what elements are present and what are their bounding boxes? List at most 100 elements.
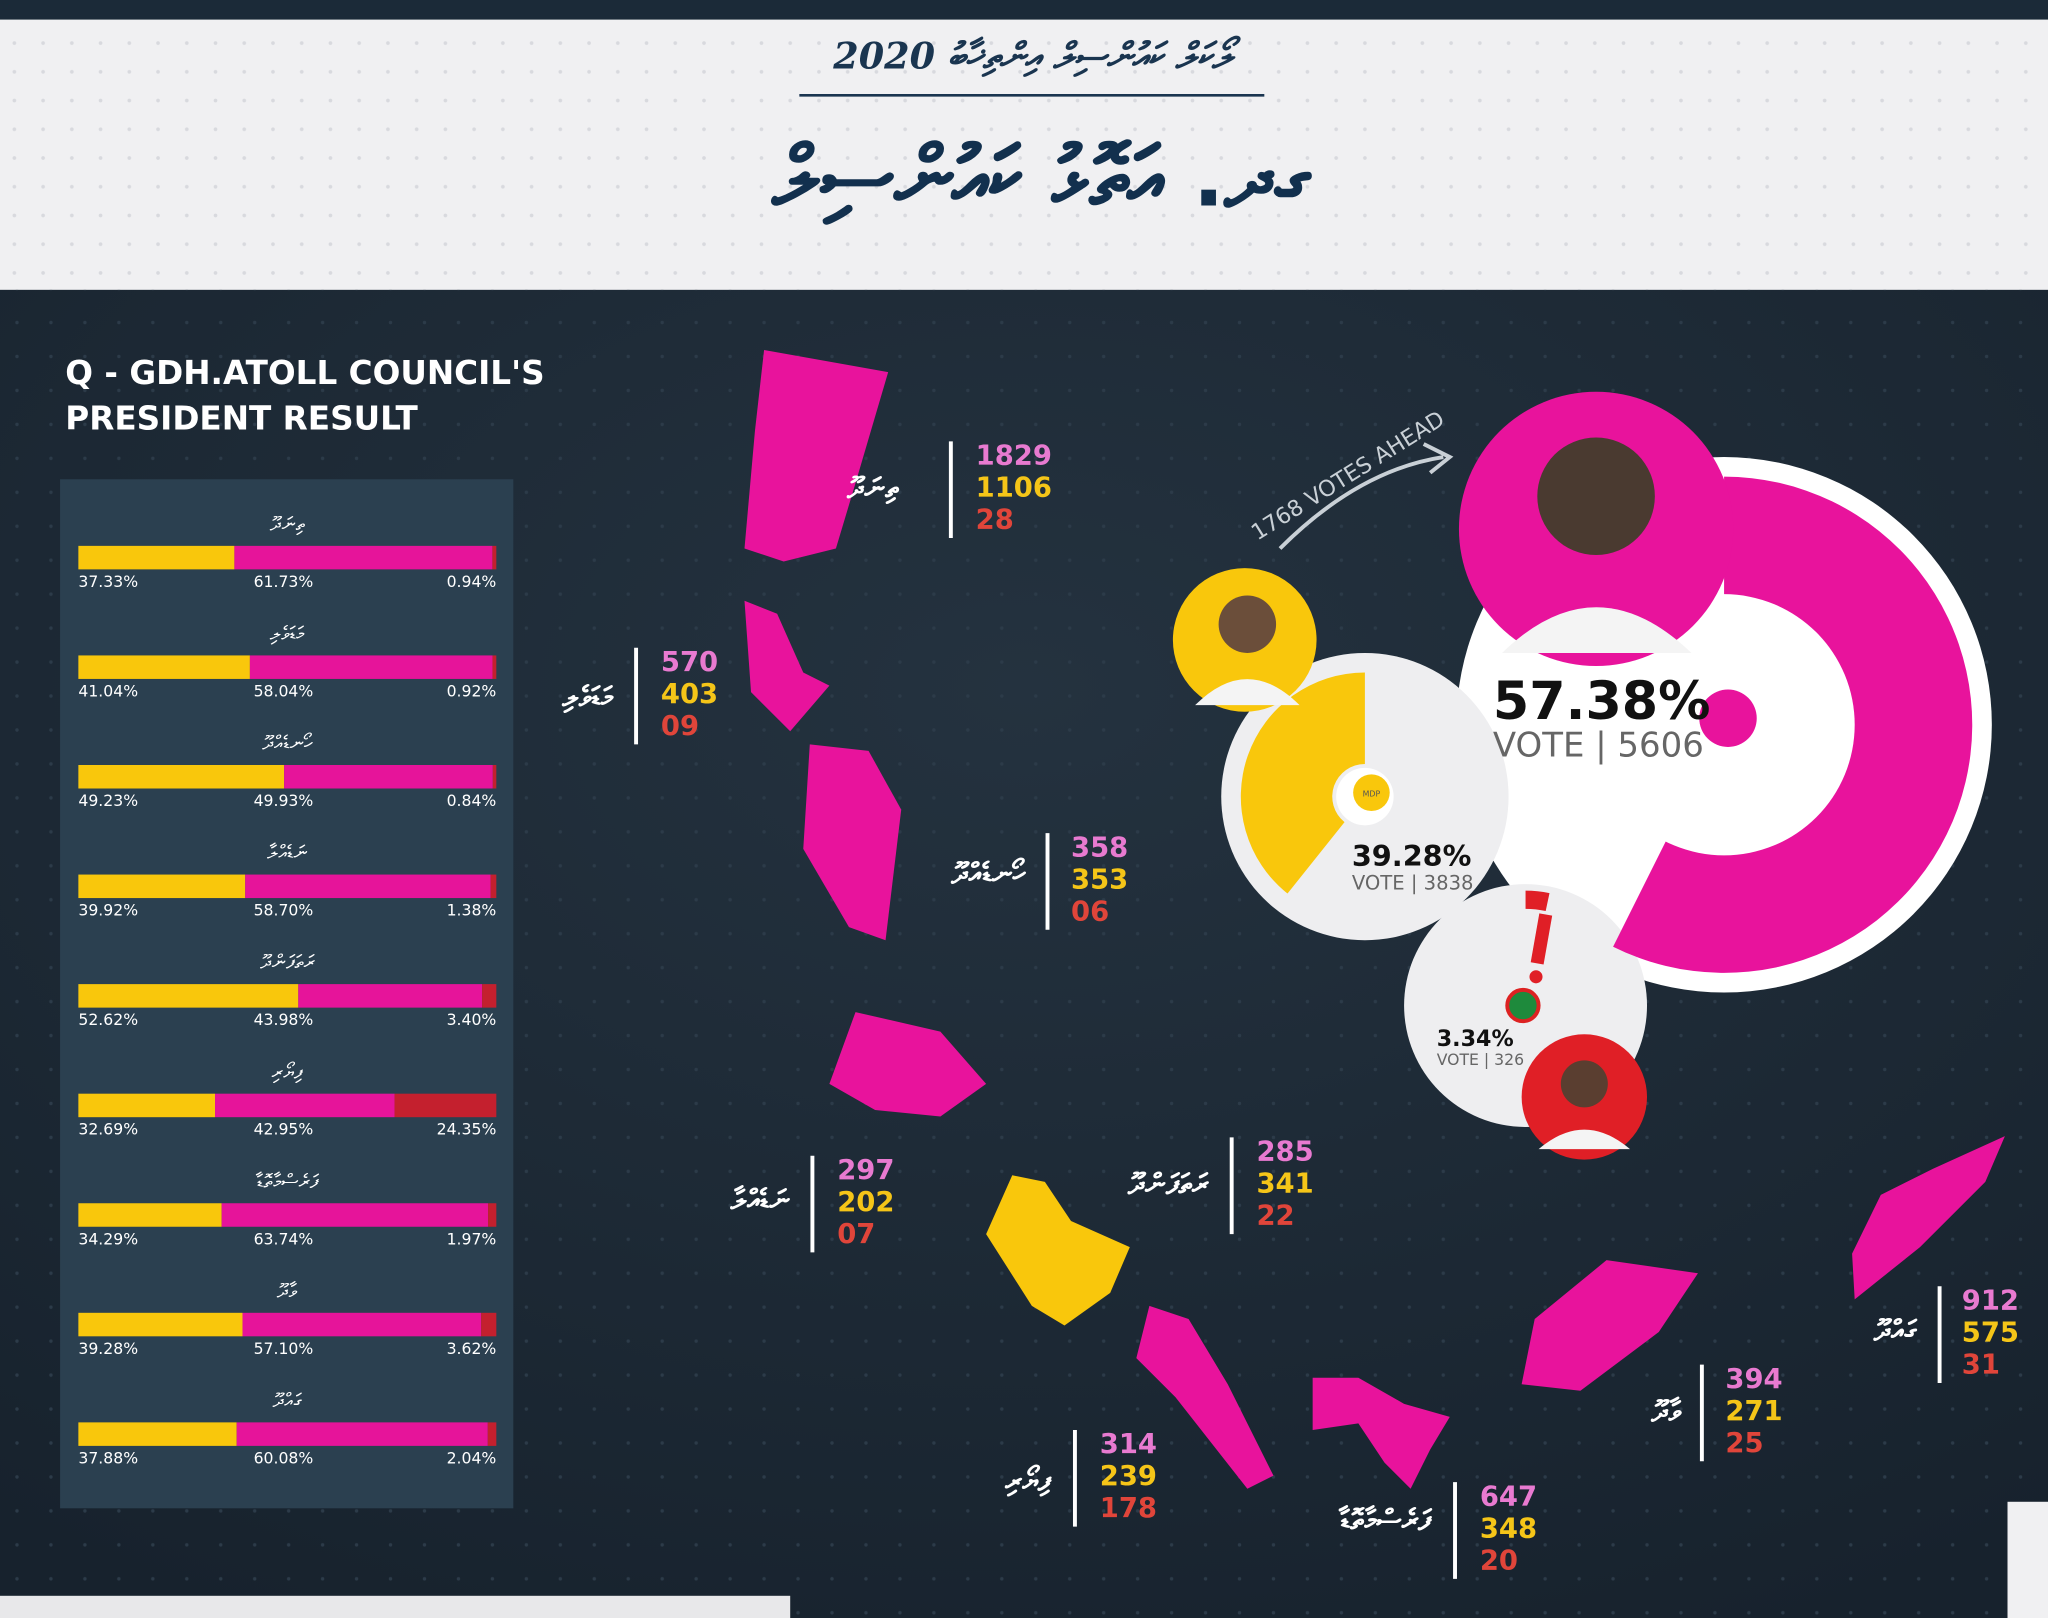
- share-label: 63.74%: [254, 1229, 314, 1248]
- map-votes: 31: [1962, 1349, 2000, 1380]
- map-votes: 25: [1725, 1428, 1763, 1459]
- map-votes: 271: [1725, 1396, 1782, 1427]
- share-bar: [482, 984, 497, 1008]
- share-bar: [284, 764, 493, 789]
- map-votes: 202: [837, 1187, 894, 1218]
- map-votes: 285: [1256, 1137, 1313, 1168]
- map-island-name: މަޑަވެލި: [561, 680, 614, 714]
- map-votes: 403: [661, 679, 718, 710]
- photo: [1521, 1034, 1648, 1160]
- map-votes: 394: [1725, 1364, 1782, 1395]
- island-shape: [803, 744, 902, 941]
- map-votes: 1106: [976, 473, 1052, 504]
- share-label: 60.08%: [254, 1448, 314, 1467]
- map-votes: 28: [976, 505, 1014, 536]
- share-label: 39.28%: [78, 1339, 138, 1358]
- island-name: ހޯނޑެއްދޫ: [262, 732, 314, 755]
- map-votes: 297: [837, 1155, 894, 1186]
- map-island-name: ވާދޫ: [1650, 1394, 1682, 1428]
- share-bar: [245, 874, 491, 899]
- map-votes: 575: [1962, 1317, 2019, 1348]
- share-label: 49.23%: [78, 791, 138, 810]
- map-island-name: ގައްދޫ: [1873, 1313, 1919, 1347]
- share-bar: [492, 655, 497, 679]
- share-label: 39.92%: [78, 901, 138, 920]
- map-island-name: ރަތަފަންދޫ: [1127, 1167, 1210, 1201]
- map-votes: 20: [1480, 1545, 1518, 1576]
- map-island-name: ފިޔޯރި: [1004, 1463, 1053, 1497]
- panel-title: PRESIDENT RESULT: [65, 399, 418, 437]
- exclamation-dot: [1529, 970, 1543, 984]
- map-votes: 239: [1100, 1461, 1157, 1492]
- map-island-name: ފަރެސްމާތޮޑާ: [1338, 1502, 1433, 1536]
- share-label: 0.84%: [447, 791, 497, 810]
- share-label: 43.98%: [254, 1010, 314, 1029]
- share-label: 37.33%: [78, 572, 138, 591]
- island-shape: [744, 349, 889, 562]
- exclamation: [1530, 913, 1553, 965]
- share-bar: [234, 545, 493, 570]
- map-votes: 06: [1071, 896, 1109, 927]
- share-label: 32.69%: [78, 1120, 138, 1139]
- island-name: ފިޔޯރި: [272, 1060, 304, 1083]
- share-label: 41.04%: [78, 681, 138, 700]
- island-name: ވާދޫ: [277, 1279, 298, 1302]
- share-bar: [78, 655, 250, 679]
- header-subtitle: ލޯކަލް ކައުންސިލް އިންތިޚާބު 2020: [832, 34, 1241, 77]
- map-votes: 912: [1962, 1285, 2019, 1316]
- share-label: 3.62%: [447, 1339, 497, 1358]
- island-shape: [1312, 1377, 1450, 1489]
- share-bar: [78, 1312, 243, 1337]
- map-votes: 09: [661, 711, 699, 742]
- party-logo-text: MDP: [1363, 789, 1381, 798]
- share-bar: [78, 764, 285, 789]
- candidate-percent: 57.38%: [1493, 672, 1711, 732]
- island-name: ފަރެސްމާތޮޑާ: [255, 1170, 319, 1193]
- island-shape: [744, 600, 830, 732]
- share-bar: [394, 1093, 497, 1118]
- share-bar: [492, 545, 497, 570]
- header-dots: [0, 19, 2048, 290]
- share-label: 52.62%: [78, 1010, 138, 1029]
- party-logo: [1353, 774, 1390, 811]
- share-label: 3.40%: [447, 1010, 497, 1029]
- island-name: ތިނަދޫ: [270, 512, 306, 535]
- share-label: 57.10%: [254, 1339, 314, 1358]
- island-name: މަޑަވެލި: [270, 622, 305, 645]
- island-shape: [1852, 1136, 2005, 1300]
- share-bar: [242, 1312, 482, 1337]
- share-bar: [78, 874, 246, 899]
- share-bar: [221, 1203, 489, 1227]
- share-bar: [215, 1093, 395, 1118]
- share-bar: [298, 984, 483, 1008]
- vote-share-arc: [1525, 890, 1550, 912]
- winner-logo: [1699, 689, 1757, 747]
- share-label: 58.70%: [254, 901, 314, 920]
- share-bar: [487, 1422, 497, 1446]
- map-island-name: ހޯނޑެއްދޫ: [950, 856, 1026, 890]
- map-votes: 348: [1480, 1513, 1537, 1544]
- header-title: ގދ. އަތޮޅު ކައުންސިލް: [770, 128, 1313, 226]
- vote-share-arc: [1240, 672, 1365, 894]
- share-label: 37.88%: [78, 1448, 138, 1467]
- map: [744, 349, 2005, 1489]
- island-name: ގައްދޫ: [272, 1389, 302, 1412]
- panel-title: Q - GDH.ATOLL COUNCIL'S: [65, 354, 544, 392]
- share-label: 0.94%: [447, 572, 497, 591]
- share-bar: [78, 1422, 237, 1446]
- share-bar: [249, 655, 493, 679]
- share-bar: [78, 984, 299, 1008]
- share-label: 42.95%: [254, 1120, 314, 1139]
- map-votes: 358: [1071, 832, 1128, 863]
- top-strip: [0, 0, 2048, 20]
- island-shape: [986, 1175, 1130, 1326]
- share-bar: [78, 1203, 222, 1227]
- island-shape: [829, 1012, 987, 1117]
- map-votes: 353: [1071, 864, 1128, 895]
- candidate-votes: VOTE | 3838: [1352, 872, 1474, 895]
- photo: [1458, 391, 1734, 667]
- map-island-name: ނަޑެއްލާ: [730, 1182, 791, 1216]
- share-bar: [490, 874, 497, 899]
